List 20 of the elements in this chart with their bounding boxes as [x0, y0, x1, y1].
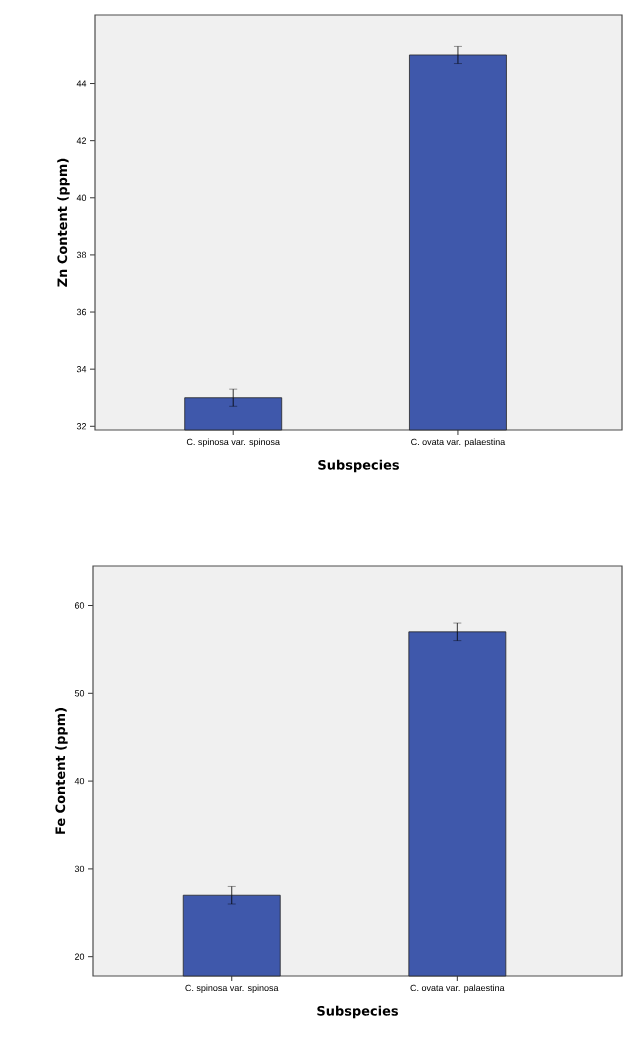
y-tick-label: 60 [74, 602, 85, 609]
y-axis-title: Fe Content (ppm) [55, 708, 68, 834]
y-tick-label: 20 [74, 953, 85, 960]
y-tick-label: 38 [76, 251, 87, 259]
y-tick-label: 40 [76, 194, 87, 201]
x-tick-label: C. ovata var. palaestina [411, 438, 506, 447]
y-tick-label: 36 [76, 308, 87, 316]
x-axis-title: Subspecies [318, 459, 399, 473]
y-tick-label: 34 [76, 365, 87, 373]
y-tick-label: 40 [74, 777, 85, 785]
x-axis-title: Subspecies [317, 1005, 398, 1019]
y-tick-label: 42 [76, 137, 87, 144]
y-axis-title: Zn Content (ppm) [57, 158, 70, 287]
y-tick-label: 44 [76, 80, 87, 87]
x-tick-label: C. spinosa var. spinosa [185, 984, 279, 993]
y-tick-label: 30 [74, 865, 85, 873]
x-tick-label: C. spinosa var. spinosa [186, 438, 280, 447]
y-tick-label: 50 [74, 690, 85, 697]
x-tick-label: C. ovata var. palaestina [410, 984, 505, 993]
y-tick-label: 32 [76, 423, 87, 430]
